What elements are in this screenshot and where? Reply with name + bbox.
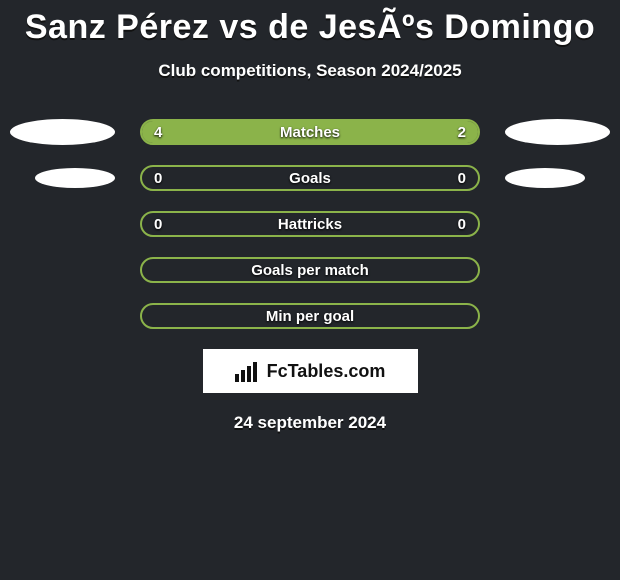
- brand-text: FcTables.com: [267, 361, 386, 382]
- stat-bar: 00Hattricks: [140, 211, 480, 237]
- stat-label: Hattricks: [142, 216, 478, 233]
- brand-chart-icon: [235, 360, 261, 382]
- stat-bar: Goals per match: [140, 257, 480, 283]
- stat-row: 00Goals: [0, 165, 620, 191]
- player-left-ellipse: [10, 119, 115, 145]
- page-subtitle: Club competitions, Season 2024/2025: [0, 61, 620, 81]
- stat-label: Goals: [142, 170, 478, 187]
- date-label: 24 september 2024: [0, 413, 620, 433]
- stat-bar: Min per goal: [140, 303, 480, 329]
- stat-label: Min per goal: [142, 308, 478, 325]
- page-title: Sanz Pérez vs de JesÃºs Domingo: [0, 0, 620, 47]
- stat-row: 00Hattricks: [0, 211, 620, 237]
- stat-label: Matches: [142, 124, 478, 141]
- stats-container: 42Matches 00Goals 00Hattricks Goals per mat…: [0, 119, 620, 329]
- stat-row: Goals per match: [0, 257, 620, 283]
- stat-row: 42Matches: [0, 119, 620, 145]
- brand-badge: FcTables.com: [203, 349, 418, 393]
- player-left-ellipse: [35, 168, 115, 188]
- stat-row: Min per goal: [0, 303, 620, 329]
- stat-bar: 00Goals: [140, 165, 480, 191]
- player-right-ellipse: [505, 168, 585, 188]
- stat-label: Goals per match: [142, 262, 478, 279]
- stat-bar: 42Matches: [140, 119, 480, 145]
- player-right-ellipse: [505, 119, 610, 145]
